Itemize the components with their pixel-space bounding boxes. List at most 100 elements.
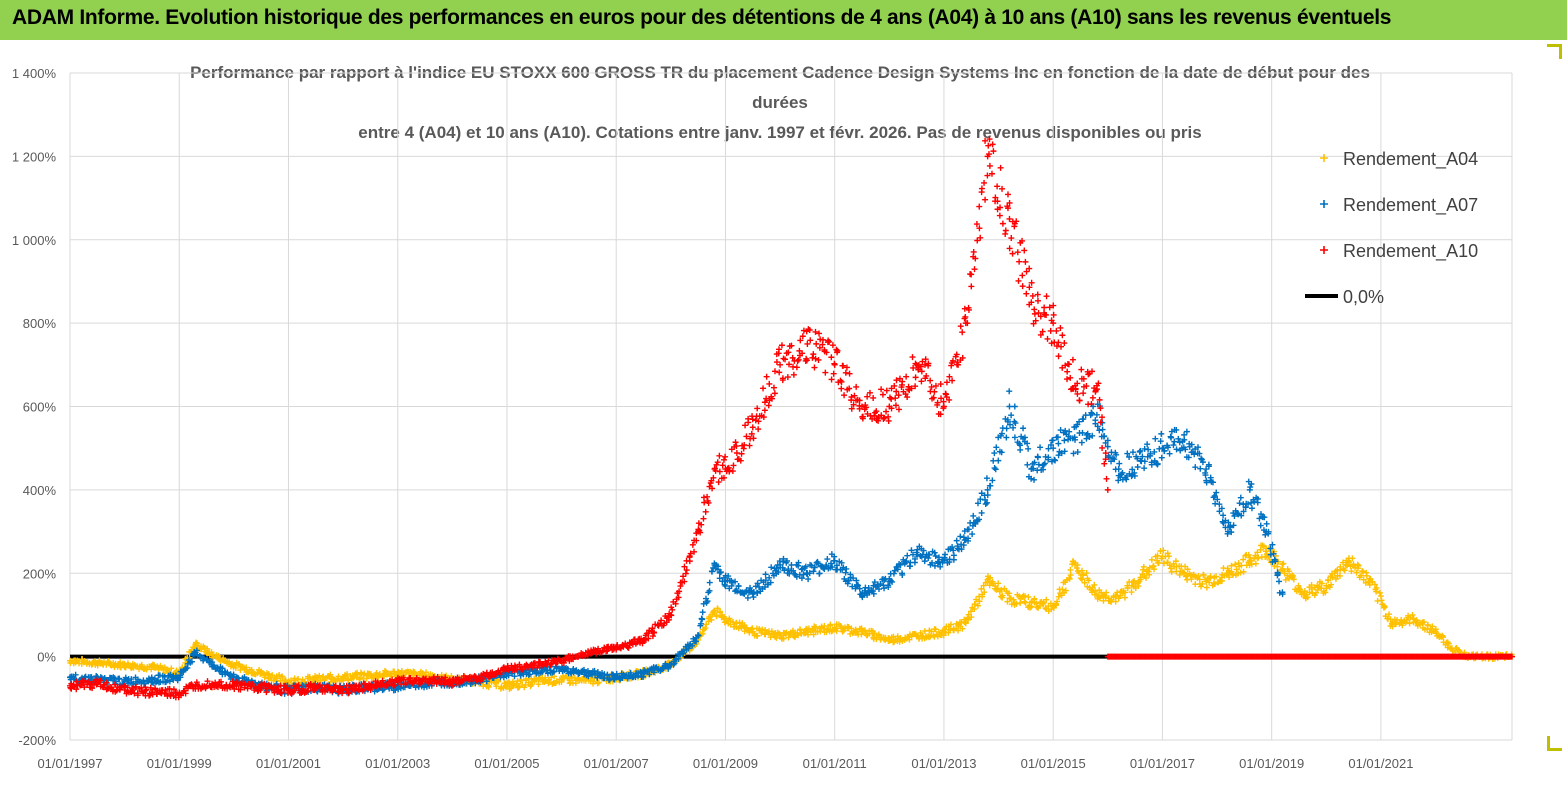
point-rendement-a07 [1040,466,1047,473]
point-rendement-a10 [878,386,885,393]
point-rendement-a07 [894,566,901,573]
point-rendement-a10 [682,570,689,577]
point-rendement-a10 [1013,218,1020,225]
point-rendement-a10 [755,418,762,425]
point-rendement-a10 [994,183,1001,190]
point-rendement-a07 [1161,447,1168,454]
point-rendement-a04 [1306,589,1313,596]
point-rendement-a10 [851,392,858,399]
point-rendement-a07 [960,542,967,549]
point-rendement-a10 [1043,311,1050,318]
point-rendement-a10 [823,349,830,356]
point-rendement-a10 [784,374,791,381]
point-rendement-a04 [1280,560,1287,567]
point-rendement-a04 [1424,622,1431,629]
point-rendement-a07 [128,676,135,683]
point-rendement-a04 [959,625,966,632]
point-rendement-a10 [415,676,422,683]
point-rendement-a10 [1032,317,1039,324]
point-rendement-a07 [1012,420,1019,427]
point-rendement-a10 [1035,309,1042,316]
point-rendement-a10 [687,550,694,557]
point-rendement-a04 [1429,623,1436,630]
point-rendement-a07 [1040,461,1047,468]
point-rendement-a07 [903,558,910,565]
point-rendement-a07 [761,584,768,591]
point-rendement-a10 [181,687,188,694]
point-rendement-a07 [970,512,977,519]
point-rendement-a07 [1267,551,1274,558]
point-rendement-a07 [1251,498,1258,505]
point-rendement-a07 [1024,461,1031,468]
point-rendement-a04 [94,662,101,669]
point-rendement-a07 [1156,445,1163,452]
point-rendement-a04 [535,681,542,688]
point-rendement-a10 [742,422,749,429]
point-rendement-a04 [733,620,740,627]
point-rendement-a04 [1358,572,1365,579]
point-rendement-a04 [932,626,939,633]
y-tick-label: 800% [23,316,57,331]
point-rendement-a10 [986,162,993,169]
point-rendement-a10 [846,385,853,392]
point-rendement-a04 [1203,584,1210,591]
point-rendement-a10 [1039,328,1046,335]
point-rendement-a04 [1323,585,1330,592]
point-rendement-a10 [1103,475,1110,482]
point-rendement-a10 [961,305,968,312]
point-rendement-a07 [699,616,706,623]
point-rendement-a04 [1360,568,1367,575]
point-rendement-a04 [117,659,124,666]
point-rendement-a10 [720,474,727,481]
x-tick-label: 01/01/2003 [365,756,430,771]
point-rendement-a04 [1140,563,1147,570]
point-rendement-a07 [793,573,800,580]
point-rendement-a10 [710,474,717,481]
point-rendement-a07 [1279,589,1286,596]
point-rendement-a10 [749,416,756,423]
point-rendement-a10 [1004,205,1011,212]
point-rendement-a04 [1329,574,1336,581]
x-tick-label: 01/01/2015 [1021,756,1086,771]
point-rendement-a07 [1225,519,1232,526]
point-rendement-a07 [781,567,788,574]
point-rendement-a10 [932,382,939,389]
point-rendement-a10 [856,405,863,412]
point-rendement-a10 [892,395,899,402]
point-rendement-a10 [434,673,441,680]
point-rendement-a04 [1091,581,1098,588]
point-rendement-a07 [1116,460,1123,467]
point-rendement-a07 [640,673,647,680]
point-rendement-a10 [1019,283,1026,290]
point-rendement-a10 [733,443,740,450]
point-rendement-a04 [1148,556,1155,563]
point-rendement-a10 [977,234,984,241]
x-tick-label: 01/01/2021 [1348,756,1413,771]
point-rendement-a10 [697,529,704,536]
point-rendement-a04 [702,625,709,632]
point-rendement-a04 [1373,588,1380,595]
point-rendement-a07 [845,577,852,584]
report-title: ADAM Informe. Evolution historique des p… [12,6,1392,29]
point-rendement-a07 [991,450,998,457]
point-rendement-a10 [170,686,177,693]
point-rendement-a07 [1076,418,1083,425]
point-rendement-a04 [1386,611,1393,618]
point-rendement-a10 [722,453,729,460]
point-rendement-a10 [838,378,845,385]
y-tick-label: -200% [18,733,56,748]
point-rendement-a07 [744,594,751,601]
point-rendement-a07 [1020,425,1027,432]
point-rendement-a07 [998,430,1005,437]
point-rendement-a04 [1314,586,1321,593]
point-rendement-a04 [1013,600,1020,607]
point-rendement-a04 [1445,640,1452,647]
point-rendement-a04 [998,586,1005,593]
point-rendement-a04 [382,668,389,675]
point-rendement-a07 [875,586,882,593]
point-rendement-a07 [1003,425,1010,432]
point-rendement-a10 [681,578,688,585]
point-rendement-a07 [1269,541,1276,548]
point-rendement-a10 [771,368,778,375]
chart-title-line-2: durées [752,93,808,112]
